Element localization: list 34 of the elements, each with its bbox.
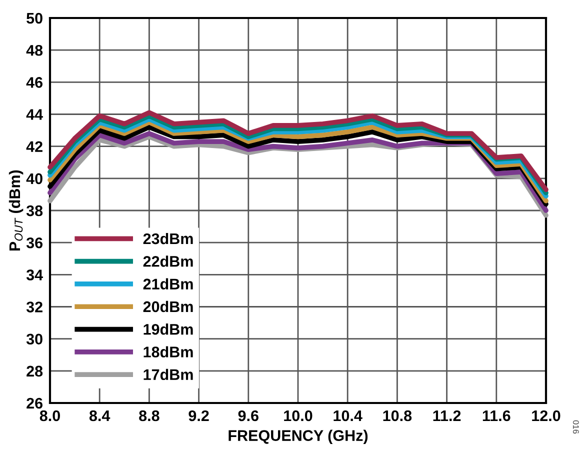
y-tick-label: 50 (26, 12, 42, 24)
legend-label: 17dBm (144, 368, 193, 380)
x-tick-label: 12.0 (532, 410, 560, 422)
x-tick-label: 8.0 (40, 410, 60, 422)
y-tick-label: 30 (26, 334, 42, 345)
y-tick-label: 26 (26, 398, 43, 409)
x-tick-label: 8.4 (89, 410, 110, 422)
legend-label: 20dBm (143, 300, 193, 312)
x-axis-title: FREQUENCY (GHz) (228, 430, 368, 444)
y-axis-title: P$_{OUT}$ (dBm) (8, 170, 24, 250)
y-tick-label: 34 (26, 270, 43, 280)
text: 016 (572, 420, 579, 434)
x-tick-label: 11.6 (482, 410, 510, 422)
y-tick-label: 42 (26, 141, 42, 152)
x-tick-label: 10.8 (383, 410, 412, 422)
legend-label: 19dBm (144, 324, 193, 335)
x-tick-label: 10.4 (334, 410, 362, 422)
x-tick-label: 9.6 (238, 410, 258, 422)
y-tick-label: 36 (26, 237, 43, 248)
legend-label: 18dBm (144, 346, 193, 358)
y-tick-label: 32 (26, 302, 42, 312)
x-tick-label: 11.2 (433, 410, 461, 422)
y-tick-label: 38 (26, 205, 43, 216)
y-tick-label: 28 (26, 366, 43, 377)
x-tick-label: 9.2 (188, 410, 209, 422)
y-tick-label: 46 (26, 77, 43, 88)
y-tick-label: 40 (26, 173, 42, 184)
y-tick-label: 48 (26, 44, 43, 56)
legend-label: 23dBm (143, 232, 193, 244)
legend-label: 21dBm (143, 278, 193, 290)
x-tick-label: 10.0 (284, 410, 312, 422)
x-tick-label: 8.8 (139, 410, 160, 422)
legend-label: 22dBm (143, 256, 193, 267)
y-tick-label: 44 (26, 109, 43, 120)
